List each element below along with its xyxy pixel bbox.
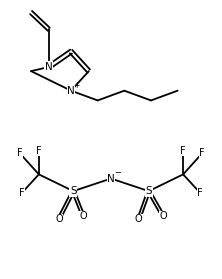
Text: F: F <box>17 148 23 158</box>
Text: N: N <box>67 86 75 96</box>
Text: −: − <box>114 168 121 177</box>
Text: O: O <box>159 211 167 221</box>
Text: O: O <box>79 211 87 221</box>
Text: F: F <box>19 187 25 198</box>
Text: N: N <box>107 174 115 184</box>
Text: S: S <box>70 186 77 196</box>
Text: N: N <box>45 62 53 72</box>
Text: +: + <box>73 81 80 90</box>
Text: F: F <box>180 146 186 156</box>
Text: O: O <box>55 214 63 224</box>
Text: S: S <box>145 186 152 196</box>
Text: F: F <box>197 187 203 198</box>
Text: F: F <box>199 148 205 158</box>
Text: O: O <box>135 214 143 224</box>
Text: F: F <box>36 146 42 156</box>
